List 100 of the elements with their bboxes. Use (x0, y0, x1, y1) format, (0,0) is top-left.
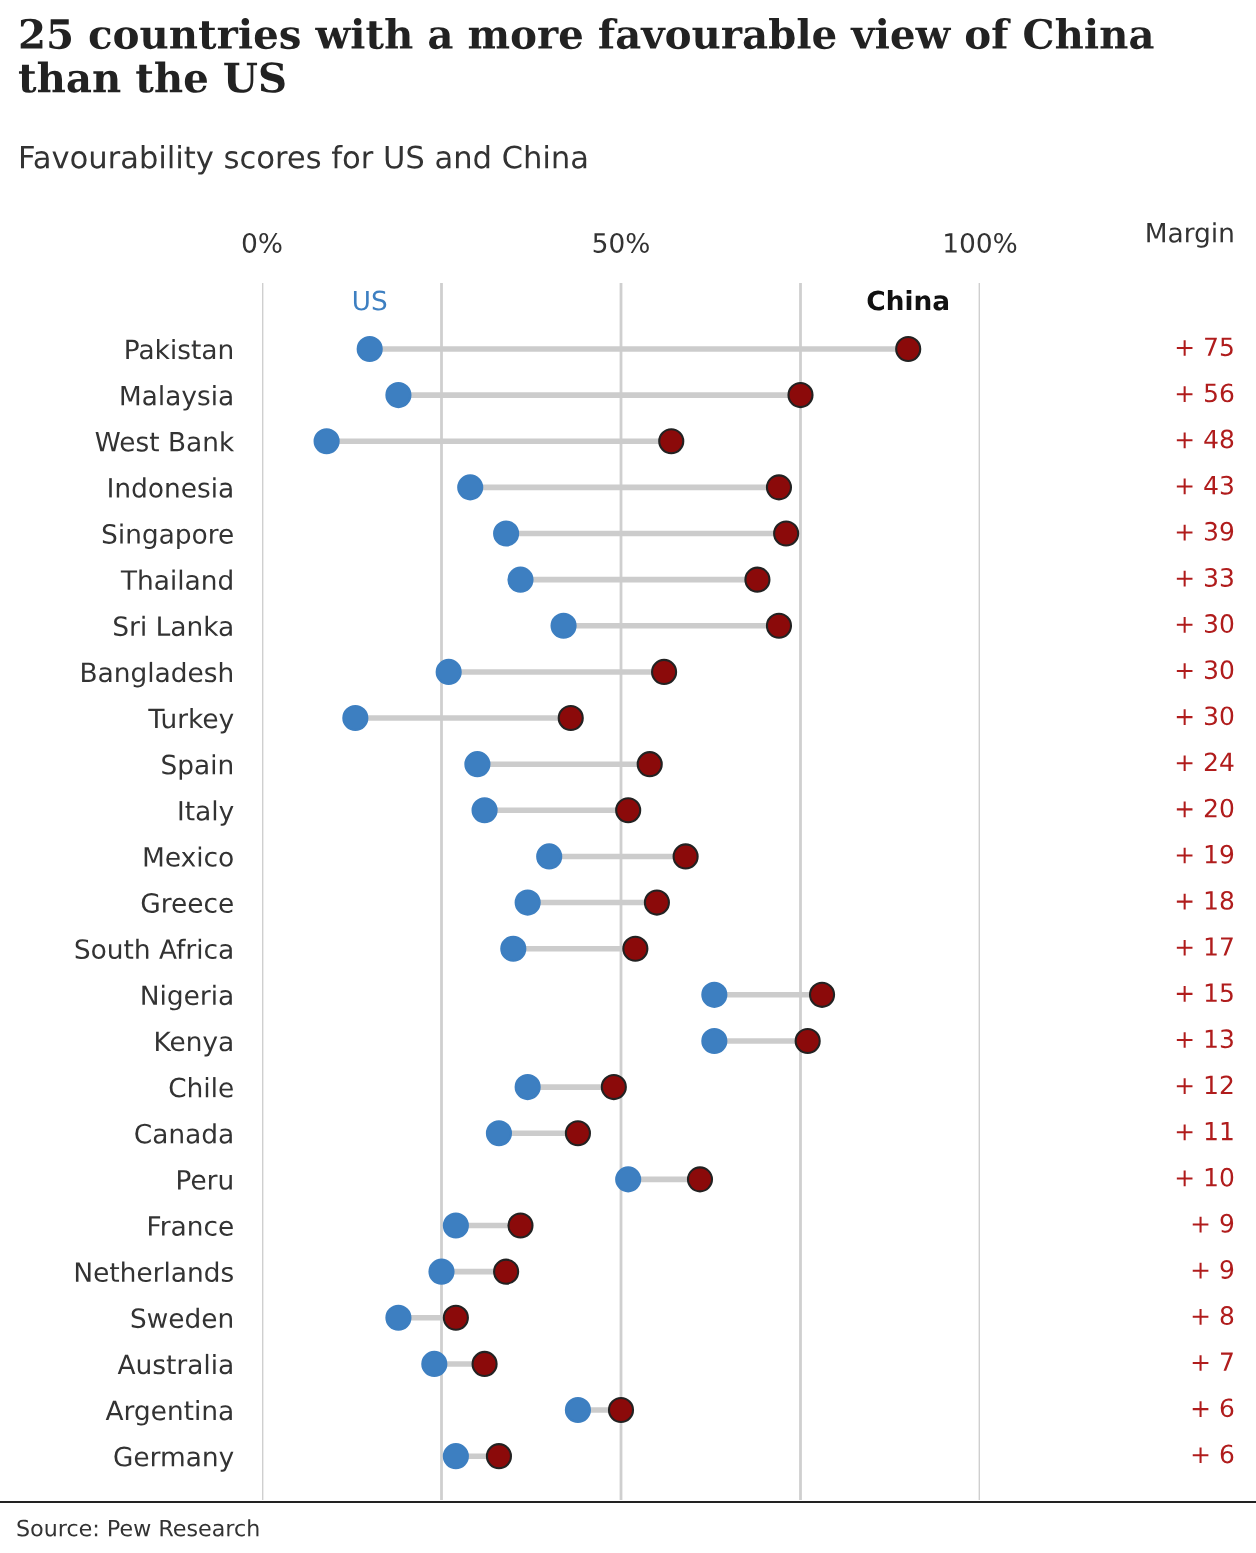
point (485, 1443, 513, 1470)
text: + 8 (1192, 1306, 1234, 1326)
point (342, 704, 369, 732)
point (643, 889, 670, 916)
point (636, 751, 663, 778)
x-tick-label: 50% (593, 232, 649, 253)
point (385, 1304, 412, 1331)
point (701, 1027, 728, 1055)
y-tick-label: Sweden (131, 1307, 232, 1329)
point (507, 1212, 534, 1239)
point (514, 889, 541, 916)
text: + 7 (1192, 1352, 1233, 1371)
y-tick-label: Kenya (156, 1031, 232, 1057)
y-tick-label: Canada (135, 1123, 232, 1144)
series-label: China (867, 290, 949, 311)
y-tick-label: Spain (162, 754, 232, 780)
y-tick-label: Thailand (120, 569, 232, 591)
y-tick-label: Peru (178, 1170, 232, 1190)
point (615, 1166, 642, 1193)
point (485, 1120, 513, 1147)
point (500, 935, 527, 962)
y-tick-label: Germany (114, 1446, 234, 1472)
point (658, 428, 685, 455)
y-tick-label: Nigeria (142, 984, 232, 1011)
y-tick-label: Turkey (148, 708, 234, 734)
point (536, 843, 563, 870)
point (457, 474, 484, 501)
point (672, 843, 699, 870)
point (464, 751, 491, 778)
point (564, 1120, 591, 1147)
point (564, 1396, 591, 1424)
y-tick-label: Greece (141, 893, 233, 913)
text: + 30 (1176, 614, 1234, 634)
text: + 9 (1192, 1259, 1234, 1279)
point (686, 1166, 714, 1193)
y-tick-label: Indonesia (109, 477, 232, 498)
y-tick-label: Singapore (102, 523, 233, 550)
point (615, 797, 642, 824)
point (622, 935, 649, 962)
y-tick-label: South Africa (75, 938, 232, 960)
text: + 56 (1176, 383, 1234, 403)
point (442, 1212, 469, 1239)
y-tick-label: Netherlands (75, 1261, 233, 1283)
y-tick-label: Australia (117, 1353, 232, 1375)
text: + 17 (1176, 937, 1233, 956)
text: + 18 (1176, 890, 1234, 910)
text: + 20 (1176, 798, 1234, 818)
text: + 11 (1176, 1121, 1233, 1141)
point (442, 1304, 469, 1331)
point (313, 428, 340, 455)
point (794, 1027, 821, 1055)
point (808, 981, 836, 1008)
y-tick-label: Argentina (105, 1400, 232, 1426)
point (493, 1258, 520, 1285)
text: + 6 (1192, 1398, 1234, 1418)
point (435, 658, 462, 685)
text: + 12 (1176, 1075, 1233, 1094)
point (356, 335, 383, 363)
y-tick-label: Sri Lanka (114, 615, 232, 637)
point (701, 981, 728, 1008)
point (550, 612, 577, 639)
point (507, 566, 534, 593)
point (493, 520, 520, 547)
y-tick-label: France (149, 1216, 233, 1236)
text: + 10 (1176, 1167, 1234, 1187)
y-tick-label: Chile (169, 1077, 233, 1098)
point (895, 335, 922, 363)
y-tick-label: Pakistan (126, 338, 232, 360)
x-tick-label: 0% (242, 232, 282, 253)
text: + 9 (1192, 1213, 1234, 1233)
point (428, 1258, 455, 1285)
point (600, 1074, 627, 1101)
point (471, 797, 498, 824)
text: + 39 (1176, 521, 1234, 541)
y-tick-label: Malaysia (121, 385, 232, 411)
point (744, 566, 771, 593)
point (557, 704, 584, 732)
text: + 6 (1192, 1444, 1234, 1464)
text: + 15 (1176, 983, 1233, 1003)
point (651, 658, 678, 685)
y-tick-label: Italy (179, 800, 234, 826)
point (421, 1350, 448, 1377)
text: + 24 (1176, 752, 1234, 772)
text: + 13 (1176, 1029, 1233, 1049)
point (765, 474, 793, 501)
point (787, 382, 814, 409)
y-tick-label: Mexico (144, 846, 233, 867)
point (442, 1443, 469, 1470)
source-note: Source: Pew Research (17, 1519, 259, 1537)
text: + 43 (1176, 475, 1233, 495)
y-tick-label: Bangladesh (82, 661, 232, 688)
series-label: US (353, 290, 387, 311)
point (514, 1074, 541, 1101)
point (765, 612, 793, 639)
text: + 48 (1176, 429, 1234, 449)
text: + 33 (1176, 567, 1233, 587)
text: + 19 (1176, 844, 1234, 864)
text: + 30 (1176, 660, 1234, 680)
point (471, 1350, 498, 1377)
point (773, 520, 800, 547)
